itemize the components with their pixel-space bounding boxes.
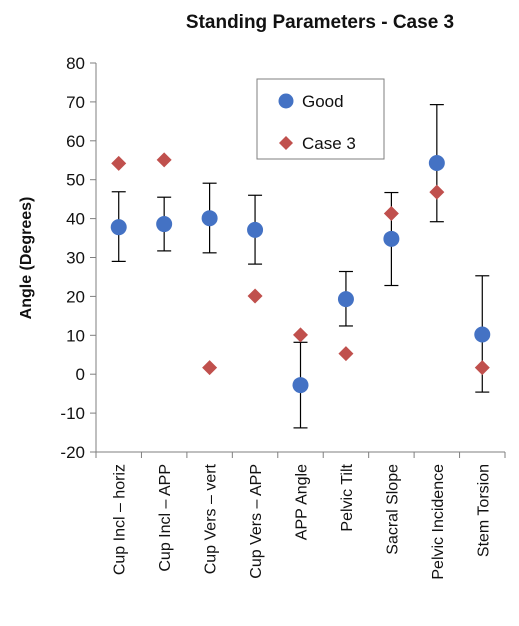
y-tick-label: -20 bbox=[60, 443, 85, 462]
y-tick-label: 10 bbox=[66, 326, 85, 345]
category-label: Sacral Slope bbox=[384, 464, 401, 555]
case3-point bbox=[293, 327, 308, 343]
legend-good-marker bbox=[278, 93, 294, 109]
y-tick-label: 50 bbox=[66, 171, 85, 190]
good-point bbox=[383, 230, 400, 247]
y-tick-label: 60 bbox=[66, 132, 85, 151]
case3-point bbox=[474, 360, 490, 376]
good-point bbox=[156, 216, 173, 233]
category-label: Stem Torsion bbox=[475, 464, 492, 557]
category-label: APP Angle bbox=[294, 464, 311, 540]
y-tick-label: 70 bbox=[66, 93, 85, 112]
data-marks bbox=[110, 152, 491, 394]
category-label: Pelvic Tilt bbox=[339, 463, 356, 531]
good-point bbox=[110, 219, 127, 236]
case3-point bbox=[202, 360, 218, 376]
category-labels: Cup Incl – horiz Cup Incl – APP Cup Vers –… bbox=[112, 463, 493, 579]
y-tick-label: 40 bbox=[66, 210, 85, 229]
good-point bbox=[428, 154, 445, 171]
y-tick-label: 20 bbox=[66, 287, 85, 306]
category-label: Cup Incl – APP bbox=[157, 464, 174, 572]
category-label: Cup Incl – horiz bbox=[112, 464, 129, 575]
axes bbox=[90, 62, 506, 458]
case3-point bbox=[338, 346, 354, 362]
y-tick-label: -10 bbox=[60, 404, 85, 423]
good-point bbox=[474, 326, 491, 343]
case3-point bbox=[383, 206, 399, 222]
legend: Good Case 3 bbox=[256, 78, 385, 160]
good-point bbox=[201, 210, 218, 227]
case3-point bbox=[156, 152, 172, 168]
category-label: Cup Vers – APP bbox=[248, 464, 265, 579]
good-point bbox=[337, 291, 354, 308]
y-tick-labels: -20 -10 0 10 20 30 40 50 60 70 80 bbox=[60, 54, 85, 462]
case3-point bbox=[111, 155, 127, 171]
y-tick-label: 0 bbox=[76, 365, 85, 384]
good-point bbox=[292, 377, 309, 394]
legend-good-label: Good bbox=[302, 92, 344, 111]
good-point bbox=[247, 221, 264, 238]
y-axis-label: Angle (Degrees) bbox=[18, 197, 35, 320]
case3-point bbox=[247, 288, 263, 304]
case3-point bbox=[429, 184, 445, 200]
category-label: Pelvic Incidence bbox=[430, 464, 447, 580]
legend-box bbox=[256, 78, 385, 160]
legend-case3-label: Case 3 bbox=[302, 134, 356, 153]
chart-title: Standing Parameters - Case 3 bbox=[186, 12, 454, 33]
y-tick-label: 80 bbox=[66, 54, 85, 73]
legend-case3-marker bbox=[279, 136, 293, 150]
y-tick-label: 30 bbox=[66, 249, 85, 268]
category-label: Cup Vers – vert bbox=[203, 463, 220, 574]
